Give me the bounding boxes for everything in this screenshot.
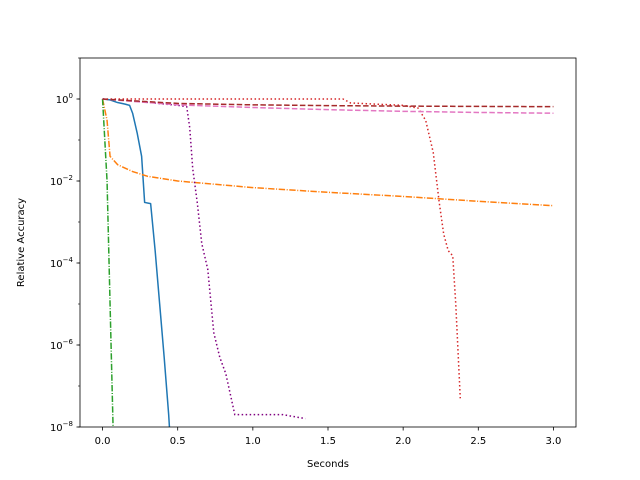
x-tick-label: 1.0 (245, 436, 261, 447)
y-axis-title: Relative Accuracy (16, 198, 27, 287)
y-tick-label: 10−6 (50, 338, 74, 352)
y-tick-base: 10 (56, 95, 69, 106)
y-tick-base: 10 (50, 341, 63, 352)
y-tick-exponent: −6 (63, 338, 74, 346)
y-tick-label: 10−2 (50, 174, 73, 188)
series-line-7 (102, 98, 554, 108)
x-tick-label: 2.0 (395, 436, 411, 447)
y-tick-base: 10 (50, 177, 63, 188)
y-tick-label: 100 (56, 92, 73, 106)
y-tick-exponent: −2 (63, 174, 73, 182)
x-tick-label: 2.5 (470, 436, 486, 447)
y-tick-base: 10 (50, 423, 63, 434)
series-line-1 (102, 98, 171, 427)
plot-area (101, 98, 554, 427)
axes-frame (79, 57, 577, 428)
y-tick-exponent: −4 (63, 256, 74, 264)
y-tick-exponent: −8 (63, 420, 73, 428)
y-tick-label: 10−4 (50, 256, 74, 270)
series-line-4 (102, 98, 462, 399)
x-axis-title: Seconds (307, 459, 349, 470)
x-axis: 0.0 0.5 1.0 1.5 2.0 2.5 3.0 (95, 427, 562, 447)
x-tick-label: 3.0 (546, 436, 562, 447)
y-tick-exponent: 0 (69, 92, 73, 100)
x-tick-label: 0.0 (95, 436, 111, 447)
y-tick-base: 10 (50, 259, 63, 270)
x-tick-label: 1.5 (320, 436, 336, 447)
x-tick-label: 0.5 (170, 436, 186, 447)
series-line-2 (101, 98, 554, 207)
y-tick-label: 10−8 (50, 420, 73, 434)
series-line-6 (102, 98, 554, 114)
series-line-3 (101, 98, 114, 427)
